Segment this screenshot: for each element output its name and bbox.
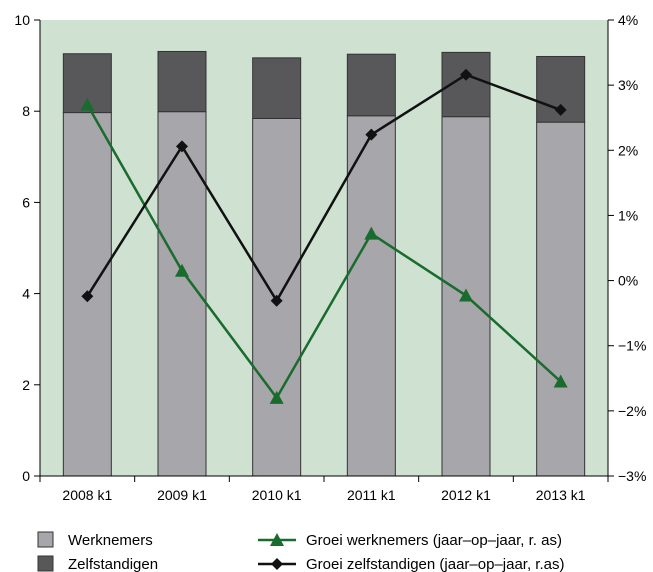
legend-line-label-0: Groei werknemers (jaar–op–jaar, r. as) — [306, 532, 562, 549]
x-tick-label-3: 2011 k1 — [347, 487, 396, 503]
legend-swatch-1 — [38, 556, 53, 571]
left-tick-label-4: 8 — [22, 103, 30, 119]
x-tick-label-5: 2013 k1 — [536, 487, 586, 503]
legend: Werknemers Zelfstandigen Groei werknemers … — [38, 532, 564, 572]
left-tick-label-2: 4 — [22, 286, 30, 302]
x-tick-label-1: 2009 k1 — [157, 487, 207, 503]
left-tick-label-1: 2 — [22, 377, 30, 393]
legend-swatch-0 — [38, 532, 53, 547]
legend-line-label-1: Groei zelfstandigen (jaar–op–jaar, r.as) — [306, 556, 564, 572]
x-tick-label-0: 2008 k1 — [62, 487, 112, 503]
left-tick-label-0: 0 — [22, 468, 30, 484]
right-tick-label-1: −2% — [618, 403, 646, 419]
left-tick-label-5: 10 — [14, 12, 30, 28]
right-tick-label-4: 1% — [618, 207, 638, 223]
plot-background — [40, 20, 608, 476]
legend-label-0: Werknemers — [68, 532, 153, 549]
bar-zelfstandigen-3 — [347, 54, 395, 116]
right-tick-label-5: 2% — [618, 142, 638, 158]
right-tick-label-2: −1% — [618, 338, 646, 354]
x-tick-label-4: 2012 k1 — [441, 487, 491, 503]
right-tick-label-3: 0% — [618, 273, 638, 289]
bar-werknemers-3 — [347, 116, 395, 476]
left-tick-label-3: 6 — [22, 194, 30, 210]
bar-zelfstandigen-2 — [253, 58, 301, 119]
x-tick-label-2: 2010 k1 — [252, 487, 302, 503]
bar-werknemers-5 — [537, 122, 585, 476]
bar-zelfstandigen-1 — [158, 51, 206, 111]
right-tick-label-0: −3% — [618, 468, 646, 484]
legend-marker-1 — [271, 558, 283, 570]
right-tick-label-6: 3% — [618, 77, 638, 93]
legend-label-1: Zelfstandigen — [68, 556, 158, 572]
right-tick-label-7: 4% — [618, 12, 638, 28]
